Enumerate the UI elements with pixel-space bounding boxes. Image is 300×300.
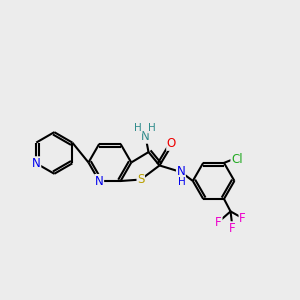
Text: Cl: Cl <box>231 153 243 166</box>
Text: H: H <box>148 123 155 133</box>
Text: H: H <box>134 123 142 133</box>
Text: N: N <box>176 166 185 178</box>
Text: N: N <box>141 130 150 143</box>
Text: N: N <box>32 157 41 170</box>
Text: O: O <box>167 137 176 150</box>
Text: H: H <box>178 176 185 187</box>
Text: F: F <box>239 212 246 225</box>
Text: S: S <box>137 173 145 186</box>
Text: F: F <box>215 216 222 229</box>
Text: F: F <box>229 222 235 235</box>
Text: N: N <box>95 175 103 188</box>
